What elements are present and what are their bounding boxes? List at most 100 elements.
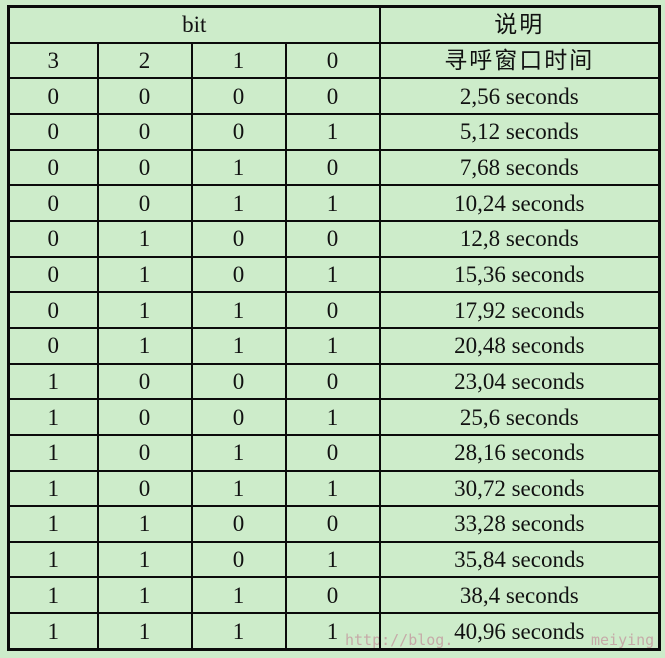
bit-value-cell: 1: [284, 540, 381, 579]
bit-value-cell: 0: [96, 362, 193, 401]
time-value-cell: 33,28 seconds: [378, 505, 661, 543]
bit-value-cell: 1: [7, 469, 99, 508]
bit-value-cell: 0: [190, 220, 287, 258]
bit-value-cell: 0: [190, 113, 287, 151]
bit-index-cell: 1: [190, 41, 287, 80]
time-value-cell: 35,84 seconds: [378, 540, 661, 579]
bit-value-cell: 0: [96, 398, 193, 436]
bit-value-cell: 0: [7, 291, 99, 329]
table-row: 0 0 0 0 2,56 seconds: [7, 77, 661, 116]
time-value-cell: 23,04 seconds: [378, 362, 661, 401]
time-value-cell: 12,8 seconds: [378, 220, 661, 258]
table-row: 1 0 0 0 23,04 seconds: [7, 362, 661, 401]
time-value-cell: 40,96 seconds: [378, 612, 661, 651]
bit-value-cell: 1: [190, 184, 287, 223]
bit-value-cell: 1: [190, 469, 287, 508]
bit-description-table: bit 说明 3 2 1 0 寻呼窗口时间 0 0 0 0 2,56 seconds 0 0…: [7, 5, 662, 651]
bit-value-cell: 1: [7, 540, 99, 579]
table-row: 1 1 0 0 33,28 seconds: [7, 505, 661, 543]
bit-value-cell: 0: [7, 113, 99, 151]
bit-value-cell: 1: [7, 505, 99, 543]
bit-value-cell: 1: [284, 326, 381, 365]
bit-value-cell: 1: [284, 113, 381, 151]
bit-header-cell: bit: [7, 5, 381, 44]
table-row: 1 1 1 1 40,96 seconds: [7, 612, 661, 651]
bit-value-cell: 1: [284, 469, 381, 508]
bit-value-cell: 0: [7, 184, 99, 223]
bit-value-cell: 0: [96, 469, 193, 508]
bit-value-cell: 0: [96, 184, 193, 223]
bit-value-cell: 0: [284, 362, 381, 401]
bit-value-cell: 1: [284, 398, 381, 436]
bit-value-cell: 1: [284, 184, 381, 223]
bit-value-cell: 0: [7, 148, 99, 187]
time-value-cell: 20,48 seconds: [378, 326, 661, 365]
bit-value-cell: 0: [96, 433, 193, 472]
bit-value-cell: 0: [190, 362, 287, 401]
bit-value-cell: 1: [284, 612, 381, 651]
time-value-cell: 5,12 seconds: [378, 113, 661, 151]
bit-index-cell: 2: [96, 41, 193, 80]
bit-index-cell: 0: [284, 41, 381, 80]
bit-value-cell: 1: [7, 398, 99, 436]
bit-value-cell: 1: [7, 612, 99, 651]
bit-value-cell: 0: [7, 255, 99, 294]
time-value-cell: 7,68 seconds: [378, 148, 661, 187]
subheader-row: 3 2 1 0 寻呼窗口时间: [7, 41, 661, 80]
bit-value-cell: 1: [96, 326, 193, 365]
bit-value-cell: 1: [7, 362, 99, 401]
table-row: 0 0 1 0 7,68 seconds: [7, 148, 661, 187]
bit-value-cell: 0: [190, 398, 287, 436]
table-row: 1 0 0 1 25,6 seconds: [7, 398, 661, 436]
table-row: 0 0 0 1 5,12 seconds: [7, 113, 661, 151]
time-value-cell: 38,4 seconds: [378, 576, 661, 615]
bit-value-cell: 1: [190, 148, 287, 187]
table-row: 0 1 0 1 15,36 seconds: [7, 255, 661, 294]
bit-value-cell: 0: [190, 77, 287, 116]
bit-value-cell: 0: [284, 220, 381, 258]
bit-value-cell: 0: [284, 77, 381, 116]
bit-value-cell: 0: [7, 220, 99, 258]
bit-value-cell: 1: [96, 255, 193, 294]
bit-value-cell: 1: [190, 326, 287, 365]
bit-value-cell: 1: [190, 291, 287, 329]
bit-value-cell: 0: [7, 77, 99, 116]
table-body: bit 说明 3 2 1 0 寻呼窗口时间 0 0 0 0 2,56 seconds 0 0…: [7, 5, 661, 651]
bit-value-cell: 1: [190, 612, 287, 651]
bit-value-cell: 0: [284, 576, 381, 615]
time-value-cell: 2,56 seconds: [378, 77, 661, 116]
bit-value-cell: 0: [190, 540, 287, 579]
time-value-cell: 10,24 seconds: [378, 184, 661, 223]
bit-value-cell: 0: [190, 255, 287, 294]
bit-value-cell: 1: [7, 433, 99, 472]
table-row: 1 0 1 0 28,16 seconds: [7, 433, 661, 472]
bit-value-cell: 1: [96, 576, 193, 615]
table-row: 1 1 0 1 35,84 seconds: [7, 540, 661, 579]
bit-value-cell: 1: [7, 576, 99, 615]
bit-value-cell: 1: [190, 433, 287, 472]
bit-value-cell: 1: [96, 612, 193, 651]
table-row: 1 1 1 0 38,4 seconds: [7, 576, 661, 615]
paging-window-time-label-cell: 寻呼窗口时间: [378, 41, 661, 80]
bit-index-cell: 3: [7, 41, 99, 80]
bit-value-cell: 0: [284, 433, 381, 472]
bit-value-cell: 1: [284, 255, 381, 294]
bit-value-cell: 1: [96, 291, 193, 329]
bit-value-cell: 0: [96, 148, 193, 187]
header-row: bit 说明: [7, 5, 661, 44]
table-row: 0 1 0 0 12,8 seconds: [7, 220, 661, 258]
time-value-cell: 25,6 seconds: [378, 398, 661, 436]
bit-value-cell: 1: [96, 540, 193, 579]
bit-value-cell: 0: [284, 148, 381, 187]
table-row: 0 0 1 1 10,24 seconds: [7, 184, 661, 223]
table-row: 0 1 1 1 20,48 seconds: [7, 326, 661, 365]
bit-value-cell: 0: [284, 291, 381, 329]
time-value-cell: 17,92 seconds: [378, 291, 661, 329]
bit-value-cell: 0: [96, 113, 193, 151]
bit-value-cell: 0: [190, 505, 287, 543]
time-value-cell: 30,72 seconds: [378, 469, 661, 508]
time-value-cell: 28,16 seconds: [378, 433, 661, 472]
bit-value-cell: 1: [190, 576, 287, 615]
bit-value-cell: 1: [96, 505, 193, 543]
table-row: 0 1 1 0 17,92 seconds: [7, 291, 661, 329]
